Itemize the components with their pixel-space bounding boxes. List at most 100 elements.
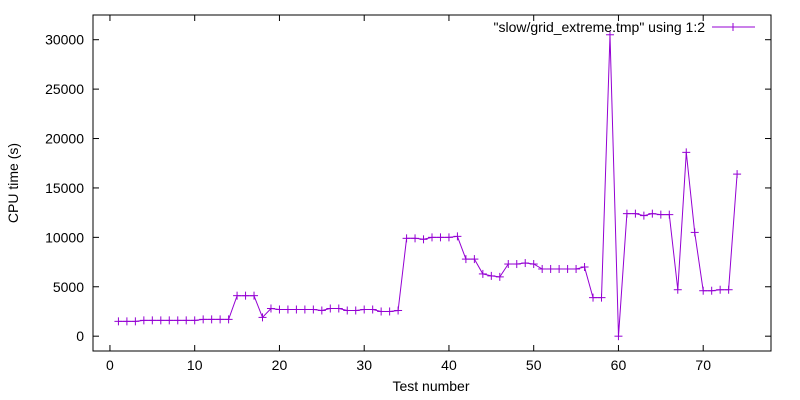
- data-point-marker: [470, 255, 479, 264]
- data-point-marker: [394, 306, 403, 315]
- data-point-marker: [207, 315, 216, 324]
- data-point-marker: [597, 293, 606, 302]
- data-point-marker: [300, 305, 309, 314]
- data-point-marker: [326, 304, 335, 313]
- data-point-marker: [190, 316, 199, 325]
- data-point-marker: [385, 307, 394, 316]
- data-point-marker: [241, 291, 250, 300]
- data-point-marker: [419, 235, 428, 244]
- data-point-marker: [614, 332, 623, 341]
- x-tick-label: 70: [695, 357, 711, 373]
- data-point-marker: [690, 228, 699, 237]
- data-point-marker: [114, 317, 123, 326]
- data-point-marker: [495, 272, 504, 281]
- data-point-marker: [487, 271, 496, 280]
- x-tick-label: 30: [356, 357, 372, 373]
- data-point-marker: [716, 285, 725, 294]
- x-tick-label: 0: [106, 357, 114, 373]
- data-point-marker: [351, 306, 360, 315]
- data-point-marker: [589, 293, 598, 302]
- x-axis-label: Test number: [392, 378, 469, 394]
- data-point-marker: [334, 304, 343, 313]
- y-tick-label: 0: [76, 328, 84, 344]
- data-point-marker: [546, 264, 555, 273]
- data-point-marker: [580, 263, 589, 271]
- data-point-marker: [673, 285, 682, 294]
- data-point-marker: [224, 315, 233, 324]
- data-point-marker: [648, 209, 657, 218]
- data-point-marker: [402, 234, 411, 243]
- data-point-marker: [504, 260, 513, 269]
- data-point-marker: [428, 233, 436, 242]
- data-point-marker: [622, 209, 631, 218]
- y-axis-ticks: 0 5000 10000 15000 20000 25000 30000: [45, 32, 771, 344]
- series-line: [118, 34, 738, 337]
- y-tick-label: 20000: [45, 131, 84, 147]
- data-point-marker: [377, 307, 386, 316]
- y-tick-label: 25000: [45, 81, 84, 97]
- data-point-marker: [682, 148, 691, 157]
- data-point-marker: [699, 286, 708, 295]
- y-axis-label: CPU time (s): [5, 143, 21, 223]
- x-tick-label: 20: [272, 357, 288, 373]
- data-point-marker: [360, 305, 369, 314]
- x-axis-ticks: 0 10 20 30 40 50 60 70: [106, 15, 711, 373]
- data-point-marker: [131, 317, 140, 326]
- data-point-marker: [156, 316, 165, 325]
- data-point-marker: [436, 233, 445, 242]
- data-point-marker: [250, 291, 259, 300]
- data-point-marker: [283, 305, 292, 314]
- legend: "slow/grid_extreme.tmp" using 1:2: [494, 19, 755, 35]
- data-point-marker: [461, 255, 470, 264]
- data-point-marker: [538, 264, 547, 273]
- data-point-marker: [199, 315, 208, 324]
- data-point-marker: [572, 264, 581, 273]
- data-point-marker: [453, 232, 462, 241]
- legend-marker: [729, 23, 737, 31]
- data-point-marker: [478, 269, 487, 278]
- x-tick-label: 40: [441, 357, 457, 373]
- data-point-marker: [724, 285, 733, 294]
- y-tick-label: 15000: [45, 180, 84, 196]
- data-point-marker: [275, 305, 284, 314]
- data-point-marker: [309, 305, 318, 314]
- data-point-marker: [555, 264, 564, 273]
- data-point-marker: [411, 234, 420, 243]
- data-point-marker: [521, 259, 530, 268]
- data-point-marker: [529, 260, 538, 269]
- data-point-marker: [292, 305, 301, 314]
- y-tick-label: 5000: [53, 279, 84, 295]
- data-point-marker: [639, 211, 648, 220]
- data-point-marker: [266, 304, 275, 313]
- data-point-marker: [368, 305, 377, 314]
- data-point-marker: [605, 30, 614, 39]
- data-point-marker: [733, 170, 742, 179]
- y-tick-label: 30000: [45, 32, 84, 48]
- plot-frame: [92, 14, 772, 352]
- data-point-marker: [173, 316, 182, 325]
- data-point-marker: [182, 316, 191, 325]
- data-point-marker: [216, 315, 225, 324]
- data-point-marker: [512, 260, 521, 269]
- data-point-marker: [656, 210, 665, 219]
- data-point-marker: [707, 286, 716, 295]
- data-point-marker: [233, 291, 242, 300]
- data-point-marker: [165, 316, 174, 325]
- data-point-marker: [631, 209, 640, 218]
- x-tick-label: 50: [526, 357, 542, 373]
- y-tick-label: 10000: [45, 229, 84, 245]
- data-point-marker: [122, 317, 131, 326]
- data-point-marker: [139, 316, 148, 325]
- data-point-marker: [148, 316, 157, 325]
- legend-label: "slow/grid_extreme.tmp" using 1:2: [494, 19, 706, 35]
- data-point-marker: [258, 313, 267, 322]
- series-layer: [114, 30, 742, 341]
- data-point-marker: [317, 306, 326, 315]
- data-point-marker: [444, 233, 453, 242]
- data-point-marker: [665, 210, 674, 219]
- data-point-marker: [343, 306, 352, 315]
- x-tick-label: 60: [611, 357, 627, 373]
- data-point-marker: [563, 264, 572, 273]
- x-tick-label: 10: [187, 357, 203, 373]
